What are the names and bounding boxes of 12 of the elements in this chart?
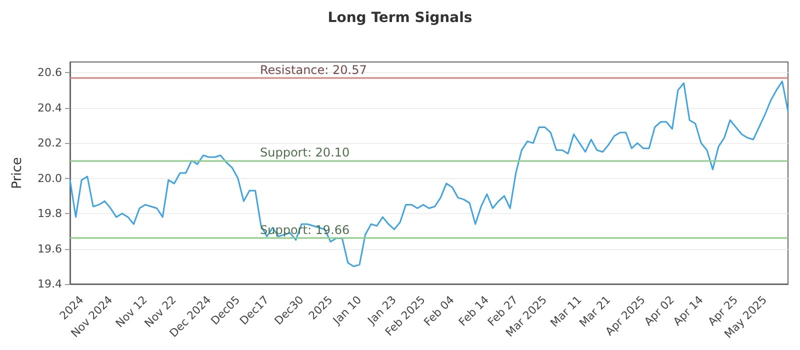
ref-line-label: Resistance: 20.57 — [260, 62, 367, 77]
y-tick-label: 20.4 — [38, 101, 62, 114]
ref-line-label: Support: 20.10 — [260, 146, 350, 160]
y-tick-label: 19.4 — [38, 278, 62, 290]
y-tick-label: 20.0 — [38, 172, 62, 185]
y-tick-label: 20.2 — [38, 136, 62, 150]
line-series — [69, 80, 789, 268]
y-tick-label: 20.6 — [38, 66, 62, 80]
y-tick-label: 19.6 — [38, 242, 62, 256]
y-axis-title: Price — [10, 157, 25, 189]
y-tick-label: 19.8 — [38, 207, 62, 220]
chart-title: Long Term Signals — [328, 10, 472, 26]
